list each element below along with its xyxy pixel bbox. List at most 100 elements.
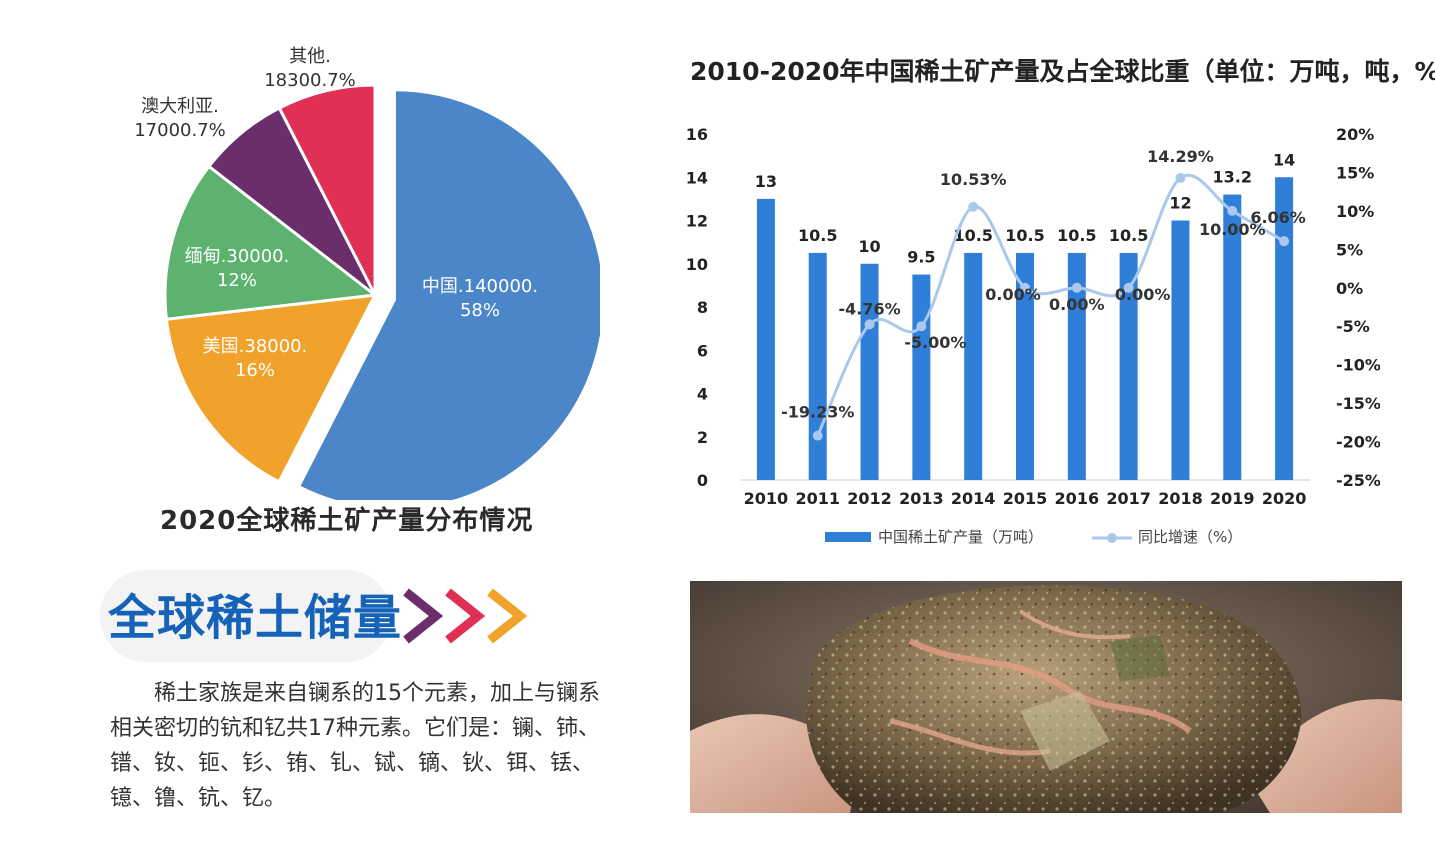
pie-percent-5: 18300.7% [264,70,356,91]
pie-label-1: 中国.140000. [422,276,538,297]
x-axis-tick: 2019 [1210,489,1255,508]
x-axis-tick: 2011 [795,489,840,508]
growth-label-2017: 0.00% [1115,285,1171,304]
left-axis-tick: 10 [686,255,708,274]
pie-percent-2: 16% [235,360,275,381]
x-axis-tick: 2010 [744,489,789,508]
left-axis-tick: 4 [697,385,708,404]
x-axis-tick: 2013 [899,489,944,508]
reserves-title: 全球稀土储量 [108,590,403,646]
bar-2017 [1119,252,1138,480]
growth-label-2015: 0.00% [985,285,1041,304]
left-axis-tick: 8 [697,298,708,317]
legend-line-marker [1107,533,1117,543]
legend-bar-label: 中国稀土矿产量（万吨） [878,528,1043,546]
bar-label-2014: 10.5 [953,226,992,245]
right-axis-tick: 20% [1336,125,1374,144]
pie-percent-1: 58% [460,300,500,321]
bar-2018 [1171,220,1190,480]
left-axis-tick: 12 [686,212,708,231]
bar-label-2012: 10 [858,237,880,256]
x-axis-tick: 2016 [1055,489,1100,508]
bar-2016 [1067,252,1086,480]
left-axis-tick: 0 [697,471,708,490]
rare-earth-ore-photo [690,581,1402,813]
right-axis-tick: -25% [1336,471,1380,490]
pie-slice-3 [163,164,379,321]
pie-chart-title: 2020全球稀土矿产量分布情况 [160,506,534,536]
right-axis-tick: 15% [1336,163,1374,182]
pie-percent-4: 17000.7% [134,120,226,141]
right-axis-tick: -5% [1336,317,1370,336]
right-axis-tick: 0% [1336,279,1363,298]
bar-2012 [860,263,879,480]
growth-point-2018 [1175,172,1186,183]
growth-label-2018: 14.29% [1147,147,1214,166]
right-axis-tick: -20% [1336,433,1380,452]
x-axis-tick: 2014 [951,489,996,508]
pie-label-5: 其他. [289,46,331,67]
right-axis-tick: 5% [1336,240,1363,259]
legend-line-label: 同比增速（%） [1138,528,1242,546]
growth-point-2015 [1020,282,1030,293]
bar-label-2017: 10.5 [1109,226,1148,245]
legend-bar-swatch [825,532,871,542]
bar-2013 [912,274,931,480]
right-axis-tick: 10% [1336,202,1374,221]
pie-percent-3: 12% [217,270,257,291]
bar-label-2015: 10.5 [1005,226,1044,245]
bar-label-2020: 14 [1273,150,1295,169]
right-axis-tick: -10% [1336,356,1380,375]
bar-chart-title: 2010-2020年中国稀土矿产量及占全球比重（单位：万吨，吨，%） [690,57,1435,86]
right-axis-tick: -15% [1336,394,1380,413]
bar-2019 [1223,194,1242,481]
growth-point-2016 [1071,282,1082,293]
chevron-arrows-icon [403,588,528,644]
bar-2011 [808,252,827,480]
bar-2010 [756,198,775,480]
pie-slice-2 [164,293,378,484]
growth-point-2012 [864,319,875,330]
growth-point-2017 [1123,282,1134,293]
growth-point-2014 [968,201,979,212]
growth-point-2019 [1227,205,1238,216]
growth-line [816,173,1285,437]
growth-label-2019: 10.00% [1199,220,1266,239]
growth-point-2020 [1279,236,1290,247]
growth-label-2016: 0.00% [1049,295,1105,314]
reserves-title-background [100,570,392,662]
bar-2014 [964,252,983,480]
bar-2020 [1275,177,1294,480]
x-axis-tick: 2018 [1158,489,1203,508]
growth-point-2013 [916,321,927,332]
reserves-paragraph: 稀土家族是来自镧系的15个元素，加上与镧系相关密切的钪和钇共17种元素。它们是：… [110,681,600,811]
growth-label-2013: -5.00% [904,333,966,352]
left-axis-tick: 6 [697,341,708,360]
left-axis-tick: 2 [697,428,708,447]
pie-label-3: 缅甸.30000. [185,246,290,267]
pie-slice-1 [296,88,600,500]
x-axis-tick: 2015 [1003,489,1048,508]
bar-label-2019: 13.2 [1213,168,1252,187]
pie-chart: 中国.140000. 58% 美国.38000. 16% 缅甸.30000. 12% 澳大利… [134,46,600,500]
pie-label-4: 澳大利亚. [141,96,219,117]
bar-2015 [1016,252,1034,480]
growth-label-2020: 6.06% [1250,208,1306,227]
left-axis-tick: 14 [686,168,708,187]
pie-slice-5 [277,83,377,296]
bar-label-2018: 12 [1169,194,1191,213]
growth-label-2012: -4.76% [838,299,900,318]
bar-label-2016: 10.5 [1057,226,1096,245]
growth-point-2011 [812,430,823,441]
pie-label-2: 美国.38000. [203,336,308,357]
left-axis-tick: 16 [686,125,708,144]
x-axis-tick: 2017 [1106,489,1151,508]
bar-label-2011: 10.5 [798,226,837,245]
x-axis-tick: 2020 [1262,489,1307,508]
bar-label-2010: 13 [755,172,777,191]
reserves-description: 稀土家族是来自镧系的15个元素，加上与镧系相关密切的钪和钇共17种元素。它们是：… [110,676,620,816]
growth-label-2014: 10.53% [940,170,1007,189]
bar-label-2013: 9.5 [907,248,935,267]
growth-label-2011: -19.23% [781,403,854,422]
bar-line-chart: 0 2 4 6 8 10 12 14 16 -25% -20% -15% -10% -5% 0% 5% 10% 1… [686,125,1380,546]
